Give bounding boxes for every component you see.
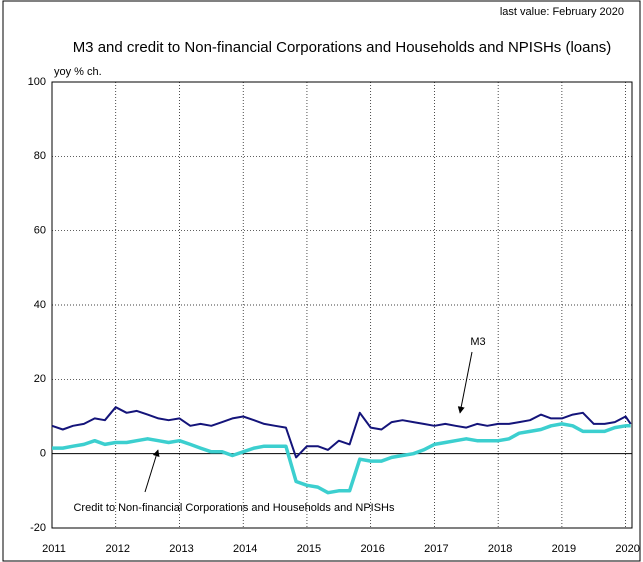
y-tick-label: 40 bbox=[34, 299, 46, 311]
y-tick-label: 0 bbox=[40, 448, 46, 460]
plot-frame bbox=[51, 81, 633, 529]
x-tick-label: 2016 bbox=[360, 543, 384, 555]
series-annotation: Credit to Non-financial Corporations and… bbox=[73, 502, 395, 514]
series-line bbox=[52, 422, 631, 495]
y-tick-label: 100 bbox=[28, 76, 46, 88]
y-tick-label: -20 bbox=[30, 522, 46, 534]
y-tick-label: 80 bbox=[34, 150, 46, 162]
chart-title: M3 and credit to Non-financial Corporati… bbox=[73, 39, 612, 56]
y-tick-label: 20 bbox=[34, 373, 46, 385]
x-tick-label: 2014 bbox=[233, 543, 257, 555]
annotation-arrow bbox=[144, 449, 160, 493]
x-tick-label: 2012 bbox=[105, 543, 129, 555]
chart-subtitle: last value: February 2020 bbox=[500, 6, 624, 18]
x-tick-label: 2013 bbox=[169, 543, 193, 555]
x-tick-label: 2018 bbox=[488, 543, 512, 555]
series-annotation: M3 bbox=[470, 336, 485, 348]
x-tick-label: 2011 bbox=[42, 543, 66, 555]
y-axis-label: yoy % ch. bbox=[54, 66, 102, 78]
y-tick-label: 60 bbox=[34, 225, 46, 237]
x-tick-label: 2017 bbox=[424, 543, 448, 555]
x-tick-label: 2020 bbox=[615, 543, 639, 555]
x-tick-label: 2019 bbox=[552, 543, 576, 555]
x-tick-label: 2015 bbox=[297, 543, 321, 555]
annotation-arrow bbox=[457, 351, 473, 414]
series-line bbox=[51, 406, 632, 459]
